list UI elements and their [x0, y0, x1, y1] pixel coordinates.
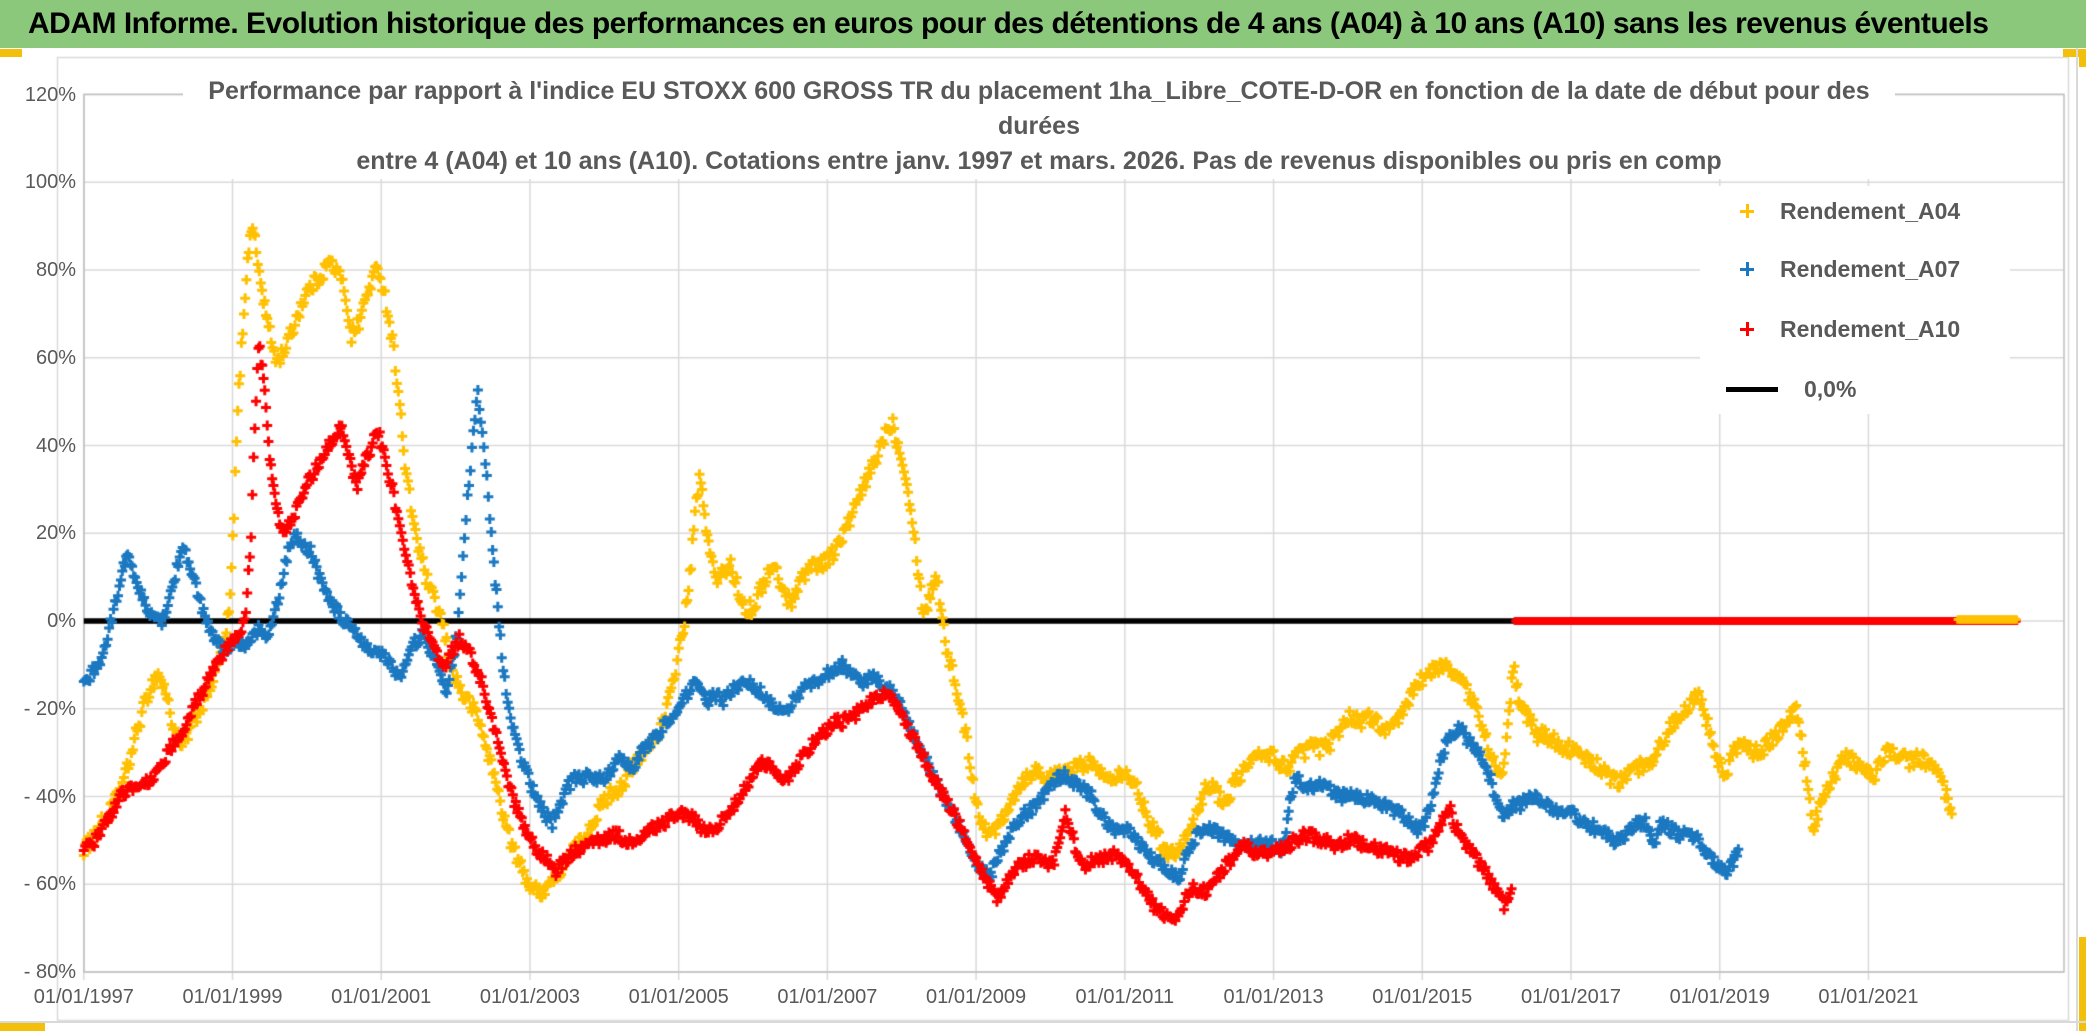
x-axis-label: 01/01/2011	[1075, 986, 1175, 1008]
x-axis-label: 01/01/2021	[1818, 986, 1919, 1008]
legend-label: Rendement_A10	[1780, 315, 1961, 342]
accent-top-right-edge	[2079, 49, 2086, 67]
x-axis-label: 01/01/1997	[33, 986, 134, 1008]
accent-top-left	[0, 49, 22, 57]
chart-title-line-1: Performance par rapport à l'indice EU ST…	[208, 77, 1870, 140]
legend-item-rendement-a07: Rendement_A07	[1740, 252, 1960, 286]
legend-marker-plus	[1740, 262, 1754, 276]
legend-label: Rendement_A07	[1780, 255, 1961, 282]
legend-item-rendement-a10: Rendement_A10	[1740, 312, 1960, 346]
legend: Rendement_A04 Rendement_A07 Rendement_A10 0…	[1700, 186, 2010, 414]
x-axis-label: 01/01/2009	[926, 986, 1027, 1008]
page-border-right	[2076, 48, 2078, 1031]
y-axis-label: - 40%	[23, 785, 76, 808]
x-axis-label: 01/01/2005	[628, 986, 729, 1008]
x-axis-label: 01/01/2017	[1520, 986, 1622, 1008]
x-axis-label: 01/01/2001	[331, 986, 432, 1008]
y-axis-label: - 60%	[23, 873, 76, 896]
legend-item-0-0-: 0,0%	[1726, 372, 1857, 406]
legend-marker-line	[1726, 386, 1778, 392]
x-axis-label: 01/01/2019	[1669, 986, 1770, 1008]
legend-marker-plus	[1740, 322, 1754, 336]
accent-bottom-right-edge	[2079, 937, 2086, 1031]
x-axis-label: 01/01/2003	[479, 986, 580, 1008]
legend-label: Rendement_A04	[1780, 197, 1961, 224]
y-axis-label: 0%	[47, 610, 76, 632]
header-title: ADAM Informe. Evolution historique des p…	[28, 7, 1989, 40]
y-axis-label: 120%	[24, 83, 76, 106]
header-bar: ADAM Informe. Evolution historique des p…	[0, 0, 2086, 48]
legend-marker-plus	[1740, 204, 1754, 218]
y-axis-label: 20%	[35, 522, 76, 545]
x-axis-label: 01/01/1999	[182, 986, 283, 1008]
y-axis-label: 60%	[35, 346, 76, 369]
accent-top-right	[2063, 49, 2086, 57]
x-axis-label: 01/01/2007	[777, 986, 878, 1008]
y-axis-label: 80%	[35, 259, 76, 281]
x-axis-label: 01/01/2015	[1372, 986, 1473, 1008]
y-axis-label: - 80%	[23, 961, 76, 983]
y-axis-label: 40%	[35, 434, 76, 457]
accent-bottom-left	[0, 1022, 45, 1031]
y-axis-label: 100%	[24, 171, 76, 194]
x-axis-label: 01/01/2013	[1223, 986, 1324, 1008]
legend-label: 0,0%	[1804, 375, 1857, 402]
page-border-bottom	[0, 1021, 2086, 1023]
chart-title: Performance par rapport à l'indice EU ST…	[183, 74, 1895, 179]
legend-item-rendement-a04: Rendement_A04	[1740, 194, 1960, 228]
chart-title-line-2: entre 4 (A04) et 10 ans (A10). Cotations…	[356, 147, 1722, 175]
y-axis-label: - 20%	[23, 697, 76, 720]
